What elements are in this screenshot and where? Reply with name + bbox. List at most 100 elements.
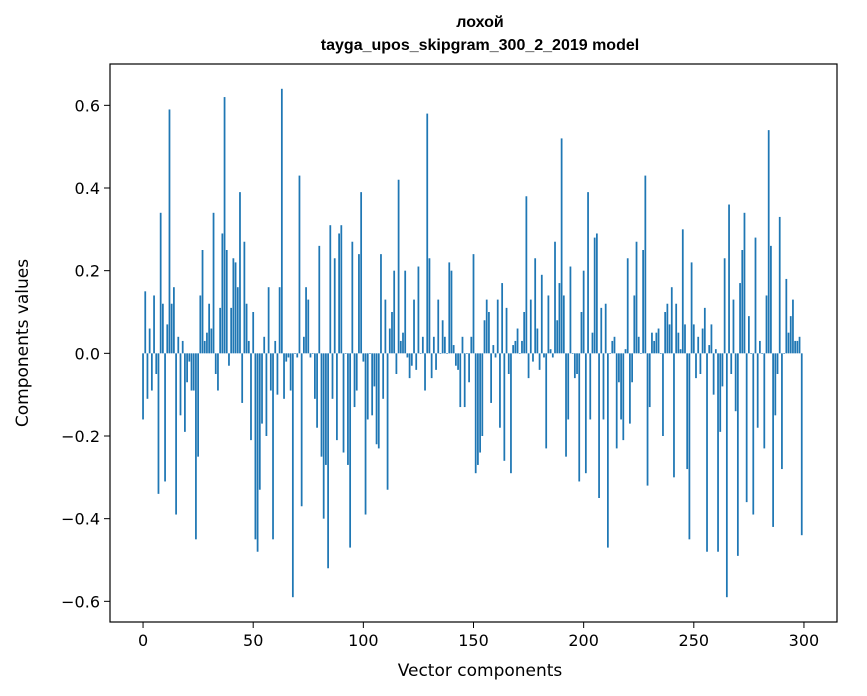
bar-69 — [294, 353, 296, 354]
bar-42 — [234, 262, 237, 354]
bar-21 — [188, 353, 191, 362]
bar-98 — [358, 254, 360, 354]
bar-241 — [673, 353, 675, 478]
bar-180 — [538, 353, 541, 370]
bar-67 — [289, 353, 292, 391]
x-tick-label: 200 — [568, 631, 599, 650]
y-axis-label: Components values — [13, 259, 33, 427]
bar-10 — [164, 353, 166, 482]
bar-96 — [353, 353, 356, 408]
bar-28 — [203, 340, 206, 354]
bar-122 — [410, 353, 413, 366]
bar-9 — [161, 303, 164, 354]
bar-242 — [675, 303, 678, 354]
bar-124 — [415, 353, 418, 370]
bar-141 — [452, 345, 455, 354]
bar-121 — [408, 353, 411, 379]
bar-186 — [551, 353, 554, 358]
bar-14 — [173, 287, 175, 354]
bar-192 — [565, 353, 567, 457]
bar-2 — [146, 353, 149, 399]
bar-249 — [690, 262, 693, 354]
bar-288 — [776, 353, 779, 374]
bar-11 — [166, 324, 169, 354]
bar-183 — [545, 353, 548, 449]
bar-235 — [659, 353, 662, 354]
bar-73 — [302, 336, 305, 354]
bar-94 — [349, 353, 352, 548]
bar-78 — [314, 353, 316, 399]
bar-31 — [210, 328, 213, 354]
y-tick-label: 0.0 — [75, 344, 100, 363]
bar-115 — [395, 353, 398, 374]
bar-205 — [593, 237, 596, 354]
bar-213 — [611, 340, 614, 354]
bar-262 — [719, 353, 722, 432]
bar-282 — [763, 353, 766, 449]
bar-160 — [494, 353, 497, 358]
bar-123 — [413, 299, 415, 354]
bar-238 — [666, 303, 669, 354]
bar-299 — [800, 353, 803, 536]
bar-142 — [454, 353, 457, 366]
bar-171 — [518, 353, 521, 354]
bar-188 — [556, 320, 559, 354]
bar-34 — [217, 353, 219, 391]
bar-294 — [789, 316, 792, 354]
bar-105 — [373, 353, 376, 387]
bar-236 — [662, 353, 664, 436]
bar-272 — [741, 250, 744, 354]
bar-221 — [629, 353, 631, 424]
bar-146 — [463, 353, 466, 408]
bar-66 — [287, 353, 290, 358]
bar-230 — [648, 353, 651, 408]
bar-91 — [342, 353, 345, 453]
bar-269 — [734, 353, 737, 412]
y-tick-label: 0.6 — [75, 96, 100, 115]
bar-156 — [485, 299, 488, 354]
bar-274 — [745, 353, 748, 503]
bar-161 — [496, 299, 499, 354]
bar-1 — [144, 291, 147, 354]
bar-24 — [195, 353, 197, 540]
bar-15 — [175, 353, 177, 515]
bar-36 — [221, 233, 224, 354]
bar-99 — [360, 192, 363, 354]
bar-52 — [256, 353, 259, 552]
x-axis-label: Vector components — [398, 661, 563, 681]
bar-280 — [759, 340, 761, 354]
bar-178 — [534, 258, 537, 354]
bar-271 — [739, 283, 741, 354]
bar-79 — [316, 353, 318, 428]
bar-126 — [419, 353, 422, 354]
bar-85 — [329, 225, 332, 354]
bar-7 — [157, 353, 160, 494]
x-tick-label: 100 — [348, 631, 379, 650]
x-tick-label: 300 — [789, 631, 820, 650]
bar-106 — [375, 353, 378, 445]
bar-295 — [792, 299, 794, 354]
bar-27 — [201, 250, 204, 354]
bar-90 — [340, 225, 343, 354]
bar-234 — [657, 328, 660, 354]
bar-150 — [472, 254, 475, 354]
bar-212 — [609, 353, 611, 354]
bar-83 — [325, 353, 327, 465]
bar-245 — [681, 229, 684, 354]
bar-276 — [750, 353, 752, 354]
bar-228 — [644, 175, 647, 354]
bar-145 — [461, 336, 464, 354]
bar-134 — [437, 299, 440, 354]
bar-237 — [664, 312, 667, 354]
bar-279 — [756, 353, 759, 428]
bar-72 — [300, 353, 303, 507]
bar-100 — [362, 353, 365, 362]
bar-195 — [571, 353, 574, 354]
y-tick-label: 0.2 — [75, 262, 100, 281]
bar-173 — [523, 312, 526, 354]
bar-144 — [459, 353, 462, 408]
x-tick-label: 250 — [679, 631, 710, 650]
bar-25 — [197, 353, 199, 457]
bar-93 — [347, 353, 349, 465]
bar-193 — [567, 353, 570, 420]
